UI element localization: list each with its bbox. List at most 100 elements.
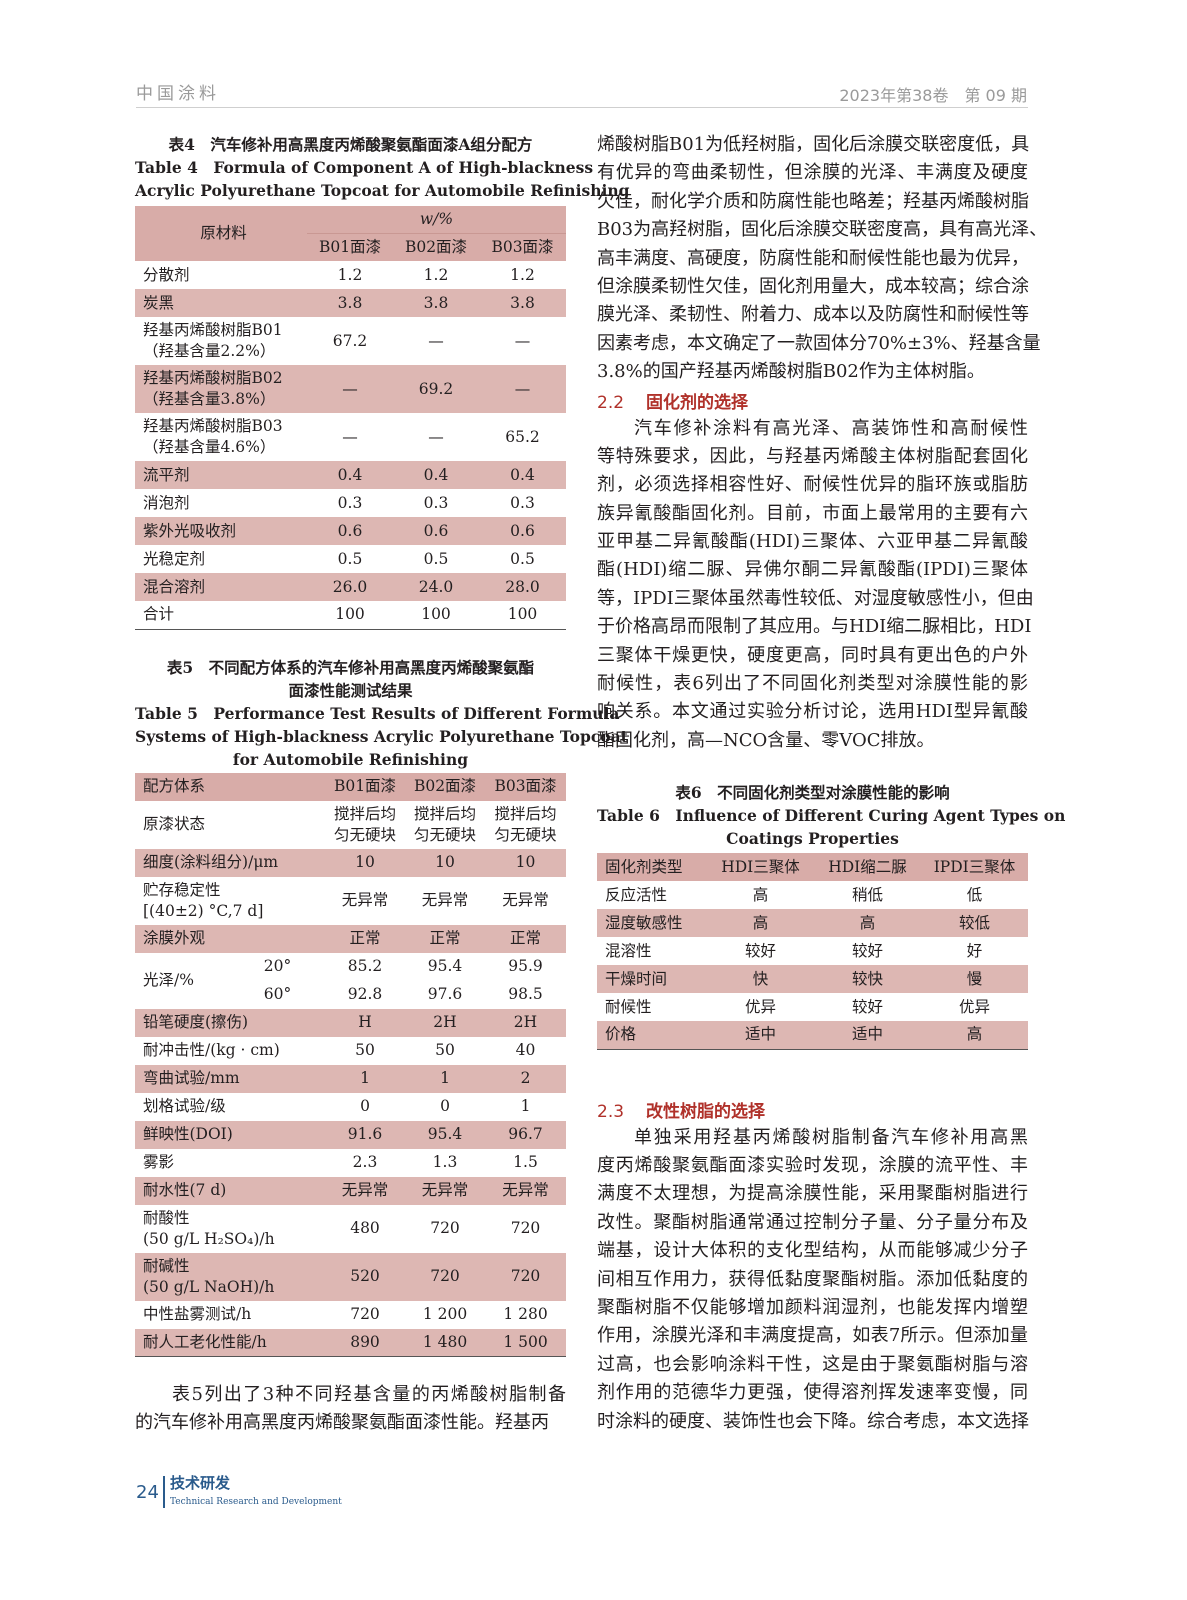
cell-text-line: 适中 [851, 1025, 883, 1044]
cell-text-line: 96.7 [508, 1125, 543, 1143]
cell-value: 10 [325, 848, 405, 877]
cell-text-line: 0.6 [423, 521, 449, 540]
cell-text-line: （羟基含量3.8%） [143, 390, 276, 408]
cell-text-line: 0 [440, 1097, 450, 1115]
cell-text-line: 0.3 [510, 493, 535, 512]
column-header: B01面漆 [307, 233, 393, 261]
cell-value: 480 [325, 1205, 405, 1253]
cell-value: 慢 [921, 965, 1028, 994]
cell-value: 正常 [405, 924, 485, 953]
cell-value: 91.6 [325, 1120, 405, 1149]
row-label: 细度(涂料组分)/μm [135, 848, 325, 877]
row-label: 耐人工老化性能/h [135, 1328, 325, 1357]
cell-value: 98.5 [485, 981, 566, 1009]
cell-value: 适中 [707, 1021, 814, 1050]
cell-value: 720 [485, 1252, 566, 1301]
text-line: 因素考虑，本文确定了一款固体分70%±3%、羟基含量 [597, 332, 1041, 354]
cell-text-line: 0.4 [423, 465, 449, 484]
cell-value: 69.2 [393, 365, 479, 413]
row-label: 弯曲试验/mm [135, 1064, 325, 1093]
cell-text-line: 匀无硬块 [333, 825, 396, 844]
cell-value: 高 [921, 1021, 1028, 1050]
cell-value: 720 [405, 1252, 485, 1301]
cell-value: H [325, 1008, 405, 1037]
cell-value: 0.4 [393, 461, 479, 489]
cell-text-line: 耐人工老化性能/h [143, 1332, 267, 1351]
cell-text-line: 85.2 [347, 957, 383, 975]
cell-text-line: 混合溶剂 [143, 577, 206, 596]
cell-value: 520 [325, 1252, 405, 1301]
cell-value: 较低 [921, 909, 1028, 938]
cell-text-line: 高 [859, 913, 876, 932]
cell-text-line: H [358, 1013, 372, 1031]
cell-text-line: — [514, 331, 531, 350]
text-line: 满度不太理想，为提高涂膜性能，采用聚酯树脂进行 [597, 1183, 1028, 1205]
text-line: 等，IPDI三聚体虽然毒性较低、对湿度敏感性小，但由 [597, 587, 1034, 609]
table-row: 中性盐雾测试/h 720 1 200 1 280 [135, 1301, 566, 1329]
row-label: 羟基丙烯酸树脂B01 （羟基含量2.2%） [135, 317, 307, 365]
cell-value: 720 [485, 1205, 566, 1253]
cell-text-line: 羟基丙烯酸树脂B03 [143, 417, 283, 435]
row-label: 反应活性 [597, 881, 707, 909]
cell-value: 1.5 [485, 1149, 566, 1177]
cell-value: — [479, 365, 566, 413]
footer-divider [163, 1476, 165, 1508]
cell-value: 无异常 [405, 877, 485, 925]
cell-text-line: 湿度敏感性 [605, 913, 683, 932]
cell-value: 28.0 [479, 573, 566, 601]
cell-value: 0.6 [479, 517, 566, 545]
table-row: 鲜映性(DOI) 91.6 95.4 96.7 [135, 1120, 566, 1149]
cell-value: 0 [325, 1093, 405, 1121]
table-row: 贮存稳定性 [(40±2) °C,7 d] 无异常 无异常 无异常 [135, 877, 566, 925]
cell-text-line: — [428, 331, 444, 350]
cell-text-line: 匀无硬块 [413, 825, 476, 844]
table-row: 干燥时间 快 较快 慢 [597, 965, 1028, 994]
cell-text-line: 铅笔硬度(擦伤) [143, 1013, 249, 1031]
cell-text-line: 合计 [143, 605, 175, 624]
cell-text-line: 1 500 [503, 1332, 548, 1351]
section-title: 改性树脂的选择 [646, 1101, 766, 1122]
cell-text-line: 细度(涂料组分)/μm [143, 853, 279, 871]
cell-text-line: 混溶性 [605, 941, 652, 960]
table-row: 耐酸性 (50 g/L H₂SO₄)/h 480 720 720 [135, 1205, 566, 1253]
cell-value: 1 200 [405, 1301, 485, 1329]
table-row: 混溶性 较好 较好 好 [597, 937, 1028, 965]
cell-value: 无异常 [325, 1176, 405, 1205]
table5-block: 表5 不同配方体系的汽车修补用高黑度丙烯酸聚氨酯 面漆性能测试结果 Table … [135, 656, 628, 1357]
cell-text-line: 0.3 [423, 493, 449, 512]
cell-text-line: 100 [507, 605, 538, 624]
cell-text-line: (50 g/L H₂SO₄)/h [143, 1229, 275, 1248]
cell-text-line: 无异常 [502, 891, 549, 909]
table-row: 消泡剂 0.3 0.3 0.3 [135, 489, 566, 517]
left-paragraph: 表5列出了3种不同羟基含量的丙烯酸树脂制备 的汽车修补用高黑度丙烯酸聚氨酯面漆性能… [135, 1381, 566, 1438]
text-line: 三聚体干燥更快，硬度更高，同时具有更出色的户外 [597, 644, 1028, 666]
cell-text-line: 较好 [851, 997, 883, 1016]
row-label: 光稳定剂 [135, 545, 307, 573]
table-row: 反应活性 高 稍低 低 [597, 881, 1028, 909]
cell-text-line: 10 [435, 853, 455, 871]
cell-value: 0.5 [479, 545, 566, 573]
cell-text-line: 耐冲击性/(kg · cm) [143, 1041, 280, 1059]
table6-block: 表6 不同固化剂类型对涂膜性能的影响 Table 6 Influence of … [597, 781, 1065, 1050]
cell-value: 40 [485, 1037, 566, 1065]
table-row: 弯曲试验/mm 1 1 2 [135, 1064, 566, 1093]
row-label: 湿度敏感性 [597, 909, 707, 938]
cell-text-line: 69.2 [418, 379, 454, 398]
cell-text-line: 搅拌后均 [333, 804, 396, 823]
text-line: 作用，涂膜光泽和丰满度提高，如表7所示。但添加量 [597, 1325, 1028, 1347]
cell-text-line: 10 [355, 853, 375, 871]
cell-text-line: 优异 [744, 997, 776, 1016]
row-label: 耐冲击性/(kg · cm) [135, 1037, 325, 1065]
cell-value: 1 280 [485, 1301, 566, 1329]
cell-value: 较快 [814, 965, 921, 994]
text-line: 3.8%的国产羟基丙烯酸树脂B02作为主体树脂。 [597, 361, 985, 383]
cell-value: 890 [325, 1328, 405, 1357]
row-label: 划格试验/级 [135, 1093, 325, 1121]
cell-value: 1 [485, 1093, 566, 1121]
cell-text-line: 95.9 [508, 957, 543, 975]
table-row: 耐冲击性/(kg · cm) 50 50 40 [135, 1037, 566, 1065]
cell-value: 2 [485, 1064, 566, 1093]
cell-value: 正常 [325, 924, 405, 953]
table-row: 流平剂 0.4 0.4 0.4 [135, 461, 566, 489]
cell-text-line: 中性盐雾测试/h [143, 1305, 252, 1323]
